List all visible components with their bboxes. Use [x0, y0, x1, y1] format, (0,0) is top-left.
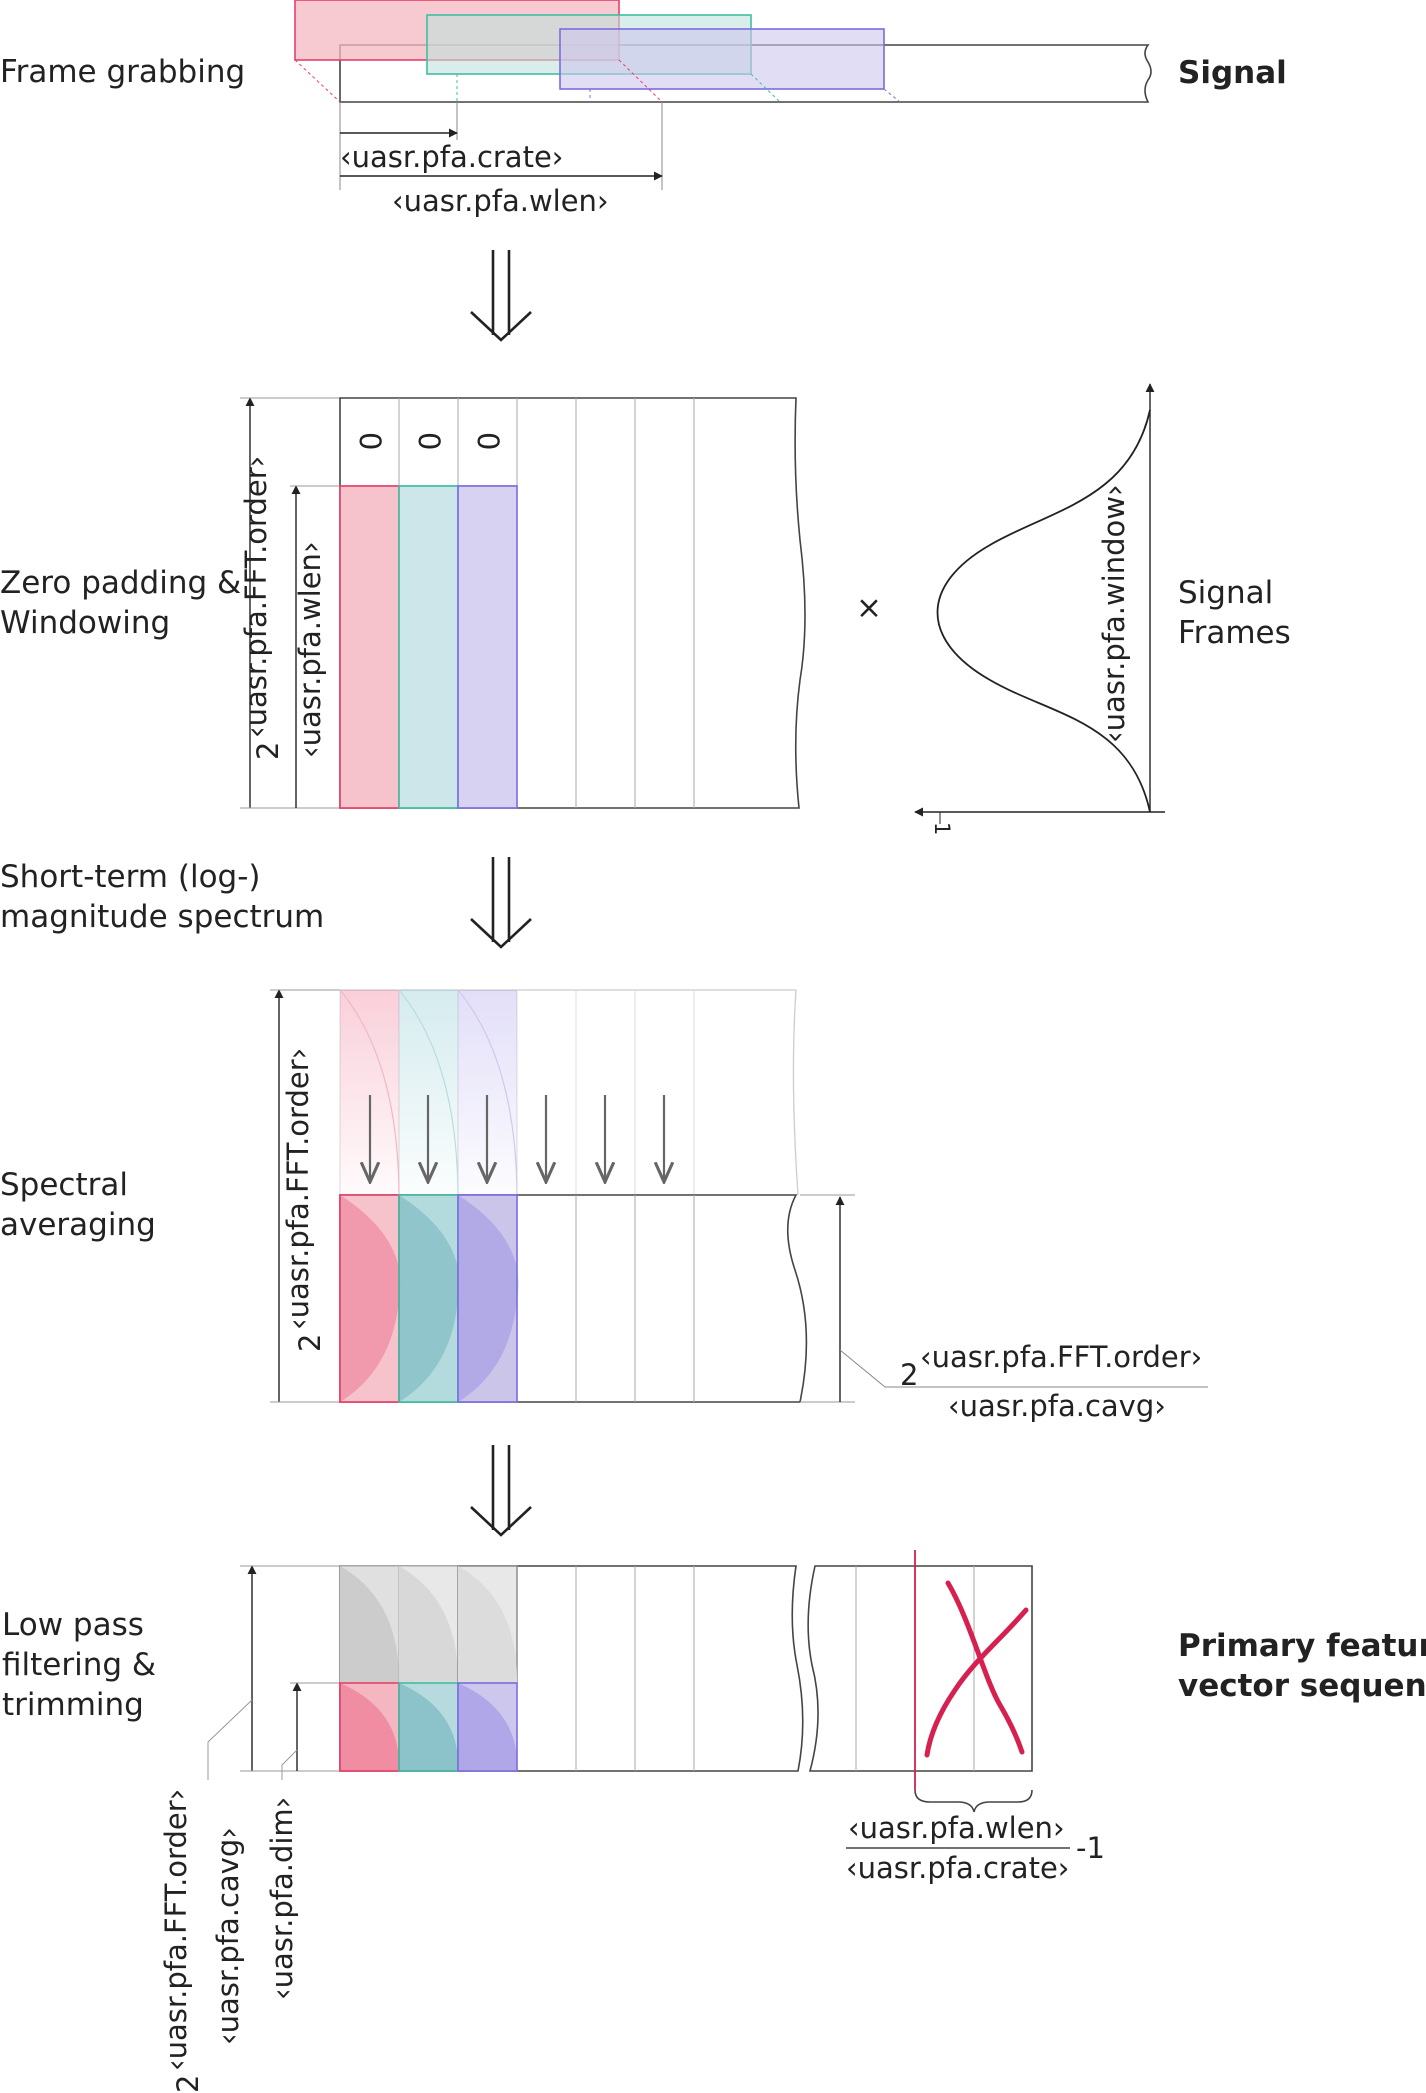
- invalid-cross-stroke-1: [945, 1580, 1025, 1755]
- fft-leader: [207, 1699, 253, 1780]
- averaged-shape-2: [399, 1195, 460, 1402]
- label-signal-frames: Signal Frames: [1178, 575, 1291, 651]
- faded-spectrum-outline: [340, 989, 799, 1196]
- averaged-frame-2: [398, 1194, 459, 1403]
- trimmed-grid-lines: [575, 1566, 695, 1771]
- fraction-numerator: ‹uasr.pfa.wlen›: [848, 1811, 1065, 1845]
- section-low-pass: Low pass filtering & trimming 2 ‹uasr.pf…: [2, 1550, 1426, 2093]
- averaging-arrows: [370, 1095, 664, 1182]
- trimmed-shape-1: [340, 1566, 400, 1683]
- kept-frame-1: [339, 1682, 400, 1772]
- averaged-shape-3: [458, 1195, 519, 1402]
- formula-leader: [839, 1349, 1208, 1388]
- label-primary-feature: Primary feature vector sequence: [1178, 1628, 1426, 1704]
- label-signal: Signal: [1178, 55, 1287, 91]
- label-cavg-vertical: ‹uasr.pfa.cavg›: [211, 1827, 245, 2045]
- zero-label-3: 0: [471, 432, 505, 450]
- double-arrow-icon: [470, 1445, 532, 1537]
- section-spectral-averaging: Spectral averaging 2 ‹uasr.pfa.FFT.order…: [0, 989, 1208, 1423]
- label-window: ‹uasr.pfa.window›: [1097, 484, 1131, 743]
- projection-line: [883, 88, 901, 103]
- projection-line: [294, 59, 341, 103]
- formula-fft-order: ‹uasr.pfa.FFT.order›: [920, 1340, 1202, 1374]
- kept-shape-3: [458, 1683, 518, 1771]
- label-wlen-vertical: ‹uasr.pfa.wlen›: [293, 541, 327, 758]
- projection-line: [750, 73, 781, 103]
- svg-text:‹uasr.pfa.FFT.order›: ‹uasr.pfa.FFT.order›: [281, 1048, 315, 1330]
- svg-text:0: 0: [353, 432, 387, 450]
- section-frame-grabbing: Frame grabbing Signal ‹uasr.pfa.crate› ‹…: [0, 0, 1287, 218]
- svg-text:0: 0: [471, 432, 505, 450]
- trimmed-shape-3: [458, 1566, 518, 1683]
- trimmed-right-block: [807, 1565, 1033, 1772]
- svg-text:‹uasr.pfa.FFT.order›: ‹uasr.pfa.FFT.order›: [159, 1789, 193, 2071]
- svg-text:2: 2: [293, 1334, 327, 1352]
- zero-label-1: 0: [353, 432, 387, 450]
- averaged-frame-3: [457, 1194, 518, 1403]
- svg-text:0: 0: [412, 432, 446, 450]
- averaged-shape-1: [340, 1195, 401, 1402]
- padded-frame-3: [457, 485, 518, 809]
- label-zero-padding: Zero padding & Windowing: [0, 565, 251, 641]
- svg-text:‹uasr.pfa.window›: ‹uasr.pfa.window›: [1097, 484, 1131, 743]
- svg-text:1: 1: [930, 822, 954, 835]
- padded-frame-1: [339, 485, 400, 809]
- faded-curve: [457, 989, 518, 1196]
- invalid-cross-stroke-2: [924, 1607, 1029, 1758]
- label-fft-order-power: 2 ‹uasr.pfa.FFT.order›: [281, 1048, 327, 1352]
- label-crate: ‹uasr.pfa.crate›: [340, 140, 563, 174]
- formula-two: 2: [900, 1358, 918, 1392]
- averaged-frame-1: [339, 1194, 400, 1403]
- svg-text:‹uasr.pfa.dim›: ‹uasr.pfa.dim›: [265, 1797, 299, 2000]
- signal-strip: [339, 44, 1152, 103]
- frame-3: [559, 28, 885, 90]
- brace-icon: [914, 1789, 1033, 1813]
- projection-line: [618, 59, 663, 103]
- double-arrow-icon: [470, 857, 532, 949]
- svg-text:‹uasr.pfa.FFT.order›: ‹uasr.pfa.FFT.order›: [239, 456, 273, 738]
- trimmed-shape-2: [399, 1566, 459, 1683]
- label-log-magnitude: Short-term (log-) magnitude spectrum: [0, 859, 324, 935]
- window-curve: [936, 409, 1151, 813]
- formula-cavg: ‹uasr.pfa.cavg›: [948, 1389, 1166, 1423]
- label-dim-vertical: ‹uasr.pfa.dim›: [265, 1797, 299, 2000]
- svg-text:2: 2: [171, 2075, 205, 2093]
- section-zero-padding: Zero padding & Windowing 2 ‹uasr.pfa.FFT…: [0, 383, 1291, 835]
- dim-leader: [281, 1749, 298, 1780]
- double-arrow-icon: [470, 250, 532, 342]
- fraction-minus-one: -1: [1076, 1831, 1105, 1865]
- fraction-denominator: ‹uasr.pfa.crate›: [846, 1851, 1069, 1885]
- label-low-pass: Low pass filtering & trimming: [2, 1607, 166, 1723]
- multiply-sign: ×: [856, 590, 882, 626]
- averaged-spectrum-outline: [339, 1194, 808, 1403]
- label-frame-grabbing: Frame grabbing: [0, 54, 245, 90]
- kept-frame-3: [457, 1682, 518, 1772]
- label-spectral-averaging: Spectral averaging: [0, 1167, 156, 1243]
- svg-text:2: 2: [251, 742, 285, 760]
- faded-curve: [398, 989, 459, 1196]
- svg-text:‹uasr.pfa.wlen›: ‹uasr.pfa.wlen›: [293, 541, 327, 758]
- label-fft-order-power: 2 ‹uasr.pfa.FFT.order›: [159, 1789, 205, 2093]
- zero-label-2: 0: [412, 432, 446, 450]
- window-axis-one: 1: [930, 822, 954, 835]
- label-fft-order-power: 2 ‹uasr.pfa.FFT.order›: [239, 456, 285, 760]
- frame-grid-outline: [339, 397, 806, 809]
- kept-frame-2: [398, 1682, 459, 1772]
- svg-text:‹uasr.pfa.cavg›: ‹uasr.pfa.cavg›: [211, 1827, 245, 2045]
- faded-curve: [339, 989, 400, 1196]
- kept-shape-1: [340, 1683, 400, 1771]
- trimmed-left-block: [339, 1565, 804, 1772]
- label-wlen-top: ‹uasr.pfa.wlen›: [392, 184, 609, 218]
- kept-shape-2: [399, 1683, 459, 1771]
- padded-frame-2: [398, 485, 459, 809]
